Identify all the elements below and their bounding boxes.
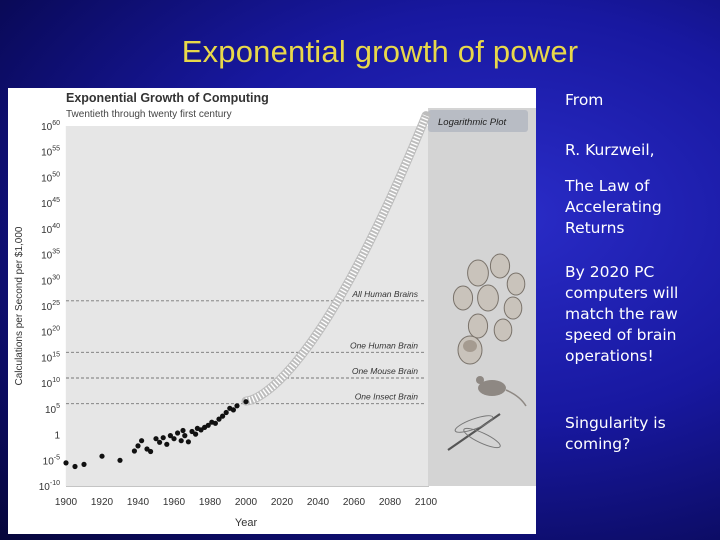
y-tick-label: 1035: [41, 249, 60, 262]
data-point: [193, 431, 199, 437]
data-point: [220, 413, 226, 419]
human-head-icon: [493, 318, 513, 342]
data-point: [216, 416, 222, 422]
data-point: [99, 453, 105, 459]
data-point: [81, 461, 87, 467]
y-tick-label: 1030: [41, 274, 60, 287]
y-tick-label: 1010: [41, 377, 60, 390]
chart-title: Exponential Growth of Computing: [66, 91, 269, 105]
dragonfly-wing-icon: [454, 415, 494, 433]
data-point: [223, 409, 229, 416]
data-point: [117, 457, 123, 463]
data-point: [167, 433, 173, 439]
chart-figure: Logarithmic Plot 1060 1055 1050 1045 1040 1035…: [8, 88, 536, 534]
mouse-icon: [478, 380, 506, 396]
chart-svg: Logarithmic Plot 1060 1055 1050 1045 1040 1035…: [14, 91, 536, 529]
human-head-icon: [489, 253, 511, 279]
y-tick-label: 10-5: [43, 454, 60, 467]
brain-icon: [463, 340, 477, 352]
x-tick-label: 2100: [415, 497, 438, 508]
reference-label: One Mouse Brain: [352, 366, 418, 376]
x-tick-label: 2000: [235, 497, 258, 508]
data-point: [139, 438, 145, 444]
note-from: From: [565, 91, 604, 109]
note-singularity: Singularity is coming?: [565, 414, 666, 453]
human-head-icon: [506, 272, 526, 296]
y-tick-label: 1040: [41, 223, 60, 236]
data-point: [131, 448, 137, 454]
human-head-icon: [467, 313, 489, 339]
x-tick-label: 2080: [379, 497, 402, 508]
x-tick-label: 1980: [199, 497, 222, 508]
x-axis-label: Year: [235, 517, 258, 529]
y-tick-label: 1050: [41, 171, 60, 184]
reference-label: One Insect Brain: [355, 392, 419, 402]
plot-area: [66, 126, 429, 486]
x-tick-label: 2040: [307, 497, 330, 508]
data-point: [189, 428, 195, 435]
data-point: [153, 436, 159, 442]
data-point: [185, 439, 191, 445]
x-tick-label: 1960: [163, 497, 186, 508]
y-tick-label: 105: [45, 403, 60, 416]
data-point: [243, 399, 249, 405]
note-book-title: The Law of Accelerating Returns: [565, 177, 662, 237]
y-tick-label: 1055: [41, 146, 60, 159]
reference-label: All Human Brains: [351, 289, 418, 299]
data-point: [157, 439, 163, 445]
y-tick-label: 1: [54, 431, 60, 442]
data-point: [212, 420, 218, 426]
y-tick-label: 1025: [41, 300, 60, 313]
human-head-icon: [467, 259, 489, 287]
y-tick-label: 1015: [41, 351, 60, 364]
reference-label: One Human Brain: [350, 340, 418, 350]
human-head-icon: [477, 284, 499, 312]
data-point: [175, 430, 181, 436]
x-tick-label: 1920: [91, 497, 114, 508]
y-tick-label: 1045: [41, 197, 60, 210]
data-point: [171, 436, 177, 442]
mouse-tail-icon: [505, 389, 527, 407]
data-point: [230, 407, 236, 413]
y-tick-label: 10-10: [39, 480, 60, 493]
note-prediction: By 2020 PC computers will match the raw …: [565, 263, 679, 365]
data-point: [182, 433, 188, 439]
y-axis-label: Calculations per Second per $1,000: [14, 226, 25, 385]
data-point: [178, 438, 184, 444]
legend-text: Logarithmic Plot: [438, 117, 506, 128]
y-tick-label: 1020: [41, 326, 60, 339]
data-point: [164, 441, 170, 447]
slide-title: Exponential growth of power: [181, 34, 579, 69]
data-point: [180, 427, 186, 434]
data-point: [135, 443, 141, 449]
data-point: [63, 460, 69, 466]
data-point: [148, 448, 154, 455]
note-author: R. Kurzweil,: [565, 141, 655, 159]
data-point: [160, 435, 166, 441]
chart-subtitle: Twentieth through twenty first century: [66, 109, 232, 120]
human-head-icon: [503, 296, 523, 320]
x-tick-label: 2020: [271, 497, 294, 508]
y-tick-label: 1060: [41, 120, 60, 133]
data-point: [205, 422, 211, 428]
legend-box: [428, 110, 528, 132]
x-tick-label: 2060: [343, 497, 366, 508]
mouse-ear-icon: [476, 376, 484, 384]
x-tick-label: 1900: [55, 497, 78, 508]
data-point: [234, 403, 240, 409]
projection-curve: [245, 114, 430, 405]
human-head-icon: [452, 285, 474, 311]
dragonfly-wing-icon: [463, 427, 501, 449]
data-point: [72, 463, 78, 470]
x-tick-label: 1940: [127, 497, 150, 508]
